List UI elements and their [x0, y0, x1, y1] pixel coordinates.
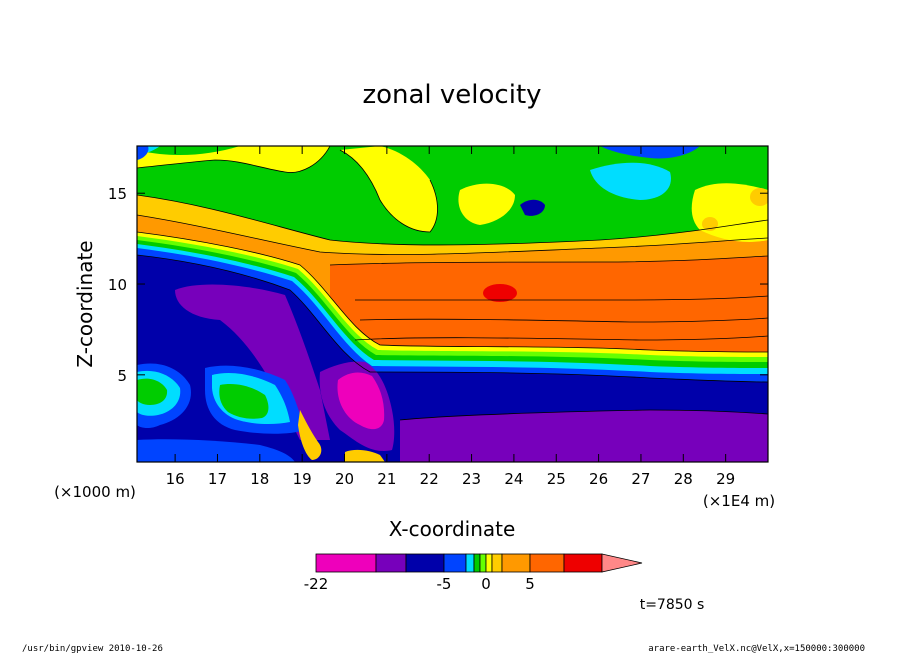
pocket-orange-bottom-2 — [345, 449, 385, 462]
x-tick-label: 25 — [547, 470, 566, 488]
upper-blue-corner — [137, 146, 149, 160]
y-tick-label: 10 — [108, 276, 127, 294]
pocket-blue-bottom — [137, 439, 295, 462]
band-red-core — [483, 284, 517, 302]
upper-orange-dot-right — [750, 188, 768, 206]
colorbar-swatch — [315, 553, 377, 573]
x-tick-label: 20 — [335, 470, 354, 488]
colorbar-swatch — [529, 553, 565, 573]
x-axis-units: (×1E4 m) — [703, 492, 775, 510]
y-tick-label: 15 — [108, 185, 127, 203]
y-tick-label: 5 — [117, 367, 127, 385]
upper-orange-dot-mid — [702, 217, 718, 231]
colorbar-swatch — [405, 553, 445, 573]
x-tick-label: 22 — [420, 470, 439, 488]
pocket-green-center — [219, 384, 269, 419]
y-axis-label: Z-coordinate — [73, 240, 97, 367]
upper-green-left — [137, 146, 240, 155]
x-tick-label: 17 — [208, 470, 227, 488]
colorbar-label: -5 — [437, 575, 452, 593]
colorbar-swatch — [491, 553, 503, 573]
colorbar-swatch — [465, 553, 475, 573]
band-purple-lower — [400, 410, 768, 462]
band-magenta — [337, 372, 385, 430]
x-tick-label: 19 — [293, 470, 312, 488]
colorbar-label: 5 — [525, 575, 535, 593]
colorbar-labels: -22 -5 0 5 — [304, 575, 535, 593]
x-axis: 16 17 18 19 20 21 22 23 24 25 26 27 28 29 — [166, 146, 735, 488]
upper-yellow-blob — [458, 183, 515, 225]
x-tick-label: 27 — [631, 470, 650, 488]
contour-lines — [137, 146, 768, 421]
x-tick-label: 24 — [504, 470, 523, 488]
x-tick-label: 21 — [377, 470, 396, 488]
colorbar-swatch — [563, 553, 603, 573]
time-label: t=7850 s — [640, 597, 705, 613]
footer-right: arare-earth_VelX.nc@VelX,x=150000:300000 — [648, 644, 865, 654]
footer-left: /usr/bin/gpview 2010-10-26 — [22, 644, 163, 654]
y-axis: 5 10 15 — [108, 185, 768, 385]
colorbar-swatch — [443, 553, 467, 573]
pocket-orange-bottom — [298, 410, 322, 460]
x-tick-label: 28 — [674, 470, 693, 488]
colorbar-extend-arrow — [601, 553, 643, 573]
colorbar — [315, 553, 643, 573]
x-tick-label: 29 — [716, 470, 735, 488]
x-tick-label: 16 — [166, 470, 185, 488]
upper-navy-dot — [520, 199, 545, 216]
pocket-green-left — [137, 378, 168, 405]
colorbar-label: -22 — [304, 575, 329, 593]
upper-cyan-right — [590, 162, 671, 200]
colorbar-swatch — [501, 553, 531, 573]
upper-yellow-plume — [340, 146, 438, 232]
y-axis-units: (×1000 m) — [54, 483, 136, 501]
plot-frame — [136, 145, 769, 463]
colorbar-swatch — [473, 553, 481, 573]
upper-blue-right — [600, 146, 700, 159]
colorbar-swatch — [479, 553, 487, 573]
colorbar-swatch — [375, 553, 407, 573]
x-tick-label: 26 — [589, 470, 608, 488]
x-tick-label: 18 — [250, 470, 269, 488]
colorbar-label: 0 — [481, 575, 491, 593]
colorbar-swatch — [485, 553, 493, 573]
chart-title: zonal velocity — [362, 80, 541, 110]
contour-field — [137, 146, 768, 462]
x-tick-label: 23 — [462, 470, 481, 488]
x-axis-label: X-coordinate — [389, 517, 516, 541]
